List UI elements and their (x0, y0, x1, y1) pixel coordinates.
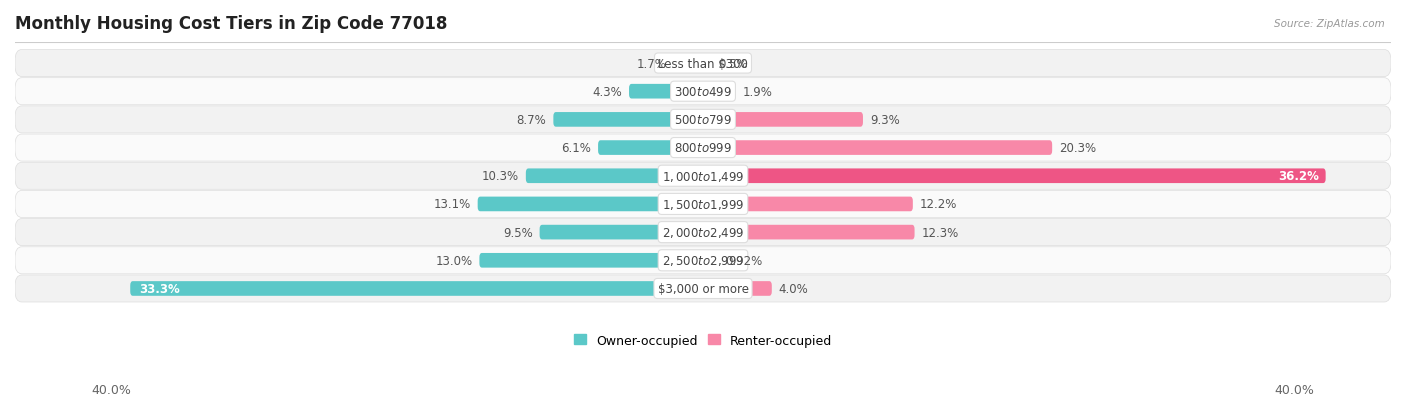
Text: 36.2%: 36.2% (1278, 170, 1319, 183)
FancyBboxPatch shape (703, 141, 1052, 156)
FancyBboxPatch shape (673, 57, 703, 71)
FancyBboxPatch shape (540, 225, 703, 240)
FancyBboxPatch shape (554, 113, 703, 127)
FancyBboxPatch shape (703, 169, 1326, 184)
Text: 9.5%: 9.5% (503, 226, 533, 239)
FancyBboxPatch shape (15, 163, 1391, 190)
FancyBboxPatch shape (15, 107, 1391, 133)
Text: Monthly Housing Cost Tiers in Zip Code 77018: Monthly Housing Cost Tiers in Zip Code 7… (15, 15, 447, 33)
Text: 12.3%: 12.3% (921, 226, 959, 239)
Text: 0.92%: 0.92% (725, 254, 763, 267)
Text: 4.3%: 4.3% (592, 85, 623, 98)
FancyBboxPatch shape (15, 135, 1391, 162)
FancyBboxPatch shape (15, 275, 1391, 302)
FancyBboxPatch shape (703, 225, 914, 240)
FancyBboxPatch shape (703, 113, 863, 127)
FancyBboxPatch shape (703, 197, 912, 212)
Text: 40.0%: 40.0% (91, 384, 131, 396)
FancyBboxPatch shape (703, 85, 735, 99)
FancyBboxPatch shape (598, 141, 703, 156)
Text: $1,500 to $1,999: $1,500 to $1,999 (662, 197, 744, 211)
Legend: Owner-occupied, Renter-occupied: Owner-occupied, Renter-occupied (568, 329, 838, 352)
Text: 0.5%: 0.5% (718, 57, 748, 70)
FancyBboxPatch shape (703, 253, 718, 268)
Text: 6.1%: 6.1% (561, 142, 591, 155)
Text: $500 to $799: $500 to $799 (673, 114, 733, 126)
Text: $1,000 to $1,499: $1,000 to $1,499 (662, 169, 744, 183)
Text: 9.3%: 9.3% (870, 114, 900, 126)
FancyBboxPatch shape (478, 197, 703, 212)
FancyBboxPatch shape (15, 219, 1391, 246)
Text: $300 to $499: $300 to $499 (673, 85, 733, 98)
Text: Source: ZipAtlas.com: Source: ZipAtlas.com (1274, 19, 1385, 28)
FancyBboxPatch shape (131, 282, 703, 296)
Text: 1.9%: 1.9% (742, 85, 772, 98)
Text: 13.1%: 13.1% (433, 198, 471, 211)
FancyBboxPatch shape (15, 247, 1391, 274)
FancyBboxPatch shape (526, 169, 703, 184)
Text: 1.7%: 1.7% (637, 57, 666, 70)
Text: 20.3%: 20.3% (1059, 142, 1097, 155)
Text: 33.3%: 33.3% (139, 282, 180, 295)
Text: $800 to $999: $800 to $999 (673, 142, 733, 155)
Text: 13.0%: 13.0% (436, 254, 472, 267)
Text: 10.3%: 10.3% (482, 170, 519, 183)
FancyBboxPatch shape (703, 57, 711, 71)
FancyBboxPatch shape (479, 253, 703, 268)
FancyBboxPatch shape (15, 50, 1391, 77)
Text: $2,500 to $2,999: $2,500 to $2,999 (662, 254, 744, 268)
FancyBboxPatch shape (628, 85, 703, 99)
Text: Less than $300: Less than $300 (658, 57, 748, 70)
Text: 12.2%: 12.2% (920, 198, 957, 211)
Text: $3,000 or more: $3,000 or more (658, 282, 748, 295)
FancyBboxPatch shape (15, 78, 1391, 105)
Text: 8.7%: 8.7% (517, 114, 547, 126)
FancyBboxPatch shape (15, 191, 1391, 218)
Text: $2,000 to $2,499: $2,000 to $2,499 (662, 225, 744, 240)
Text: 4.0%: 4.0% (779, 282, 808, 295)
FancyBboxPatch shape (703, 282, 772, 296)
Text: 40.0%: 40.0% (1275, 384, 1315, 396)
